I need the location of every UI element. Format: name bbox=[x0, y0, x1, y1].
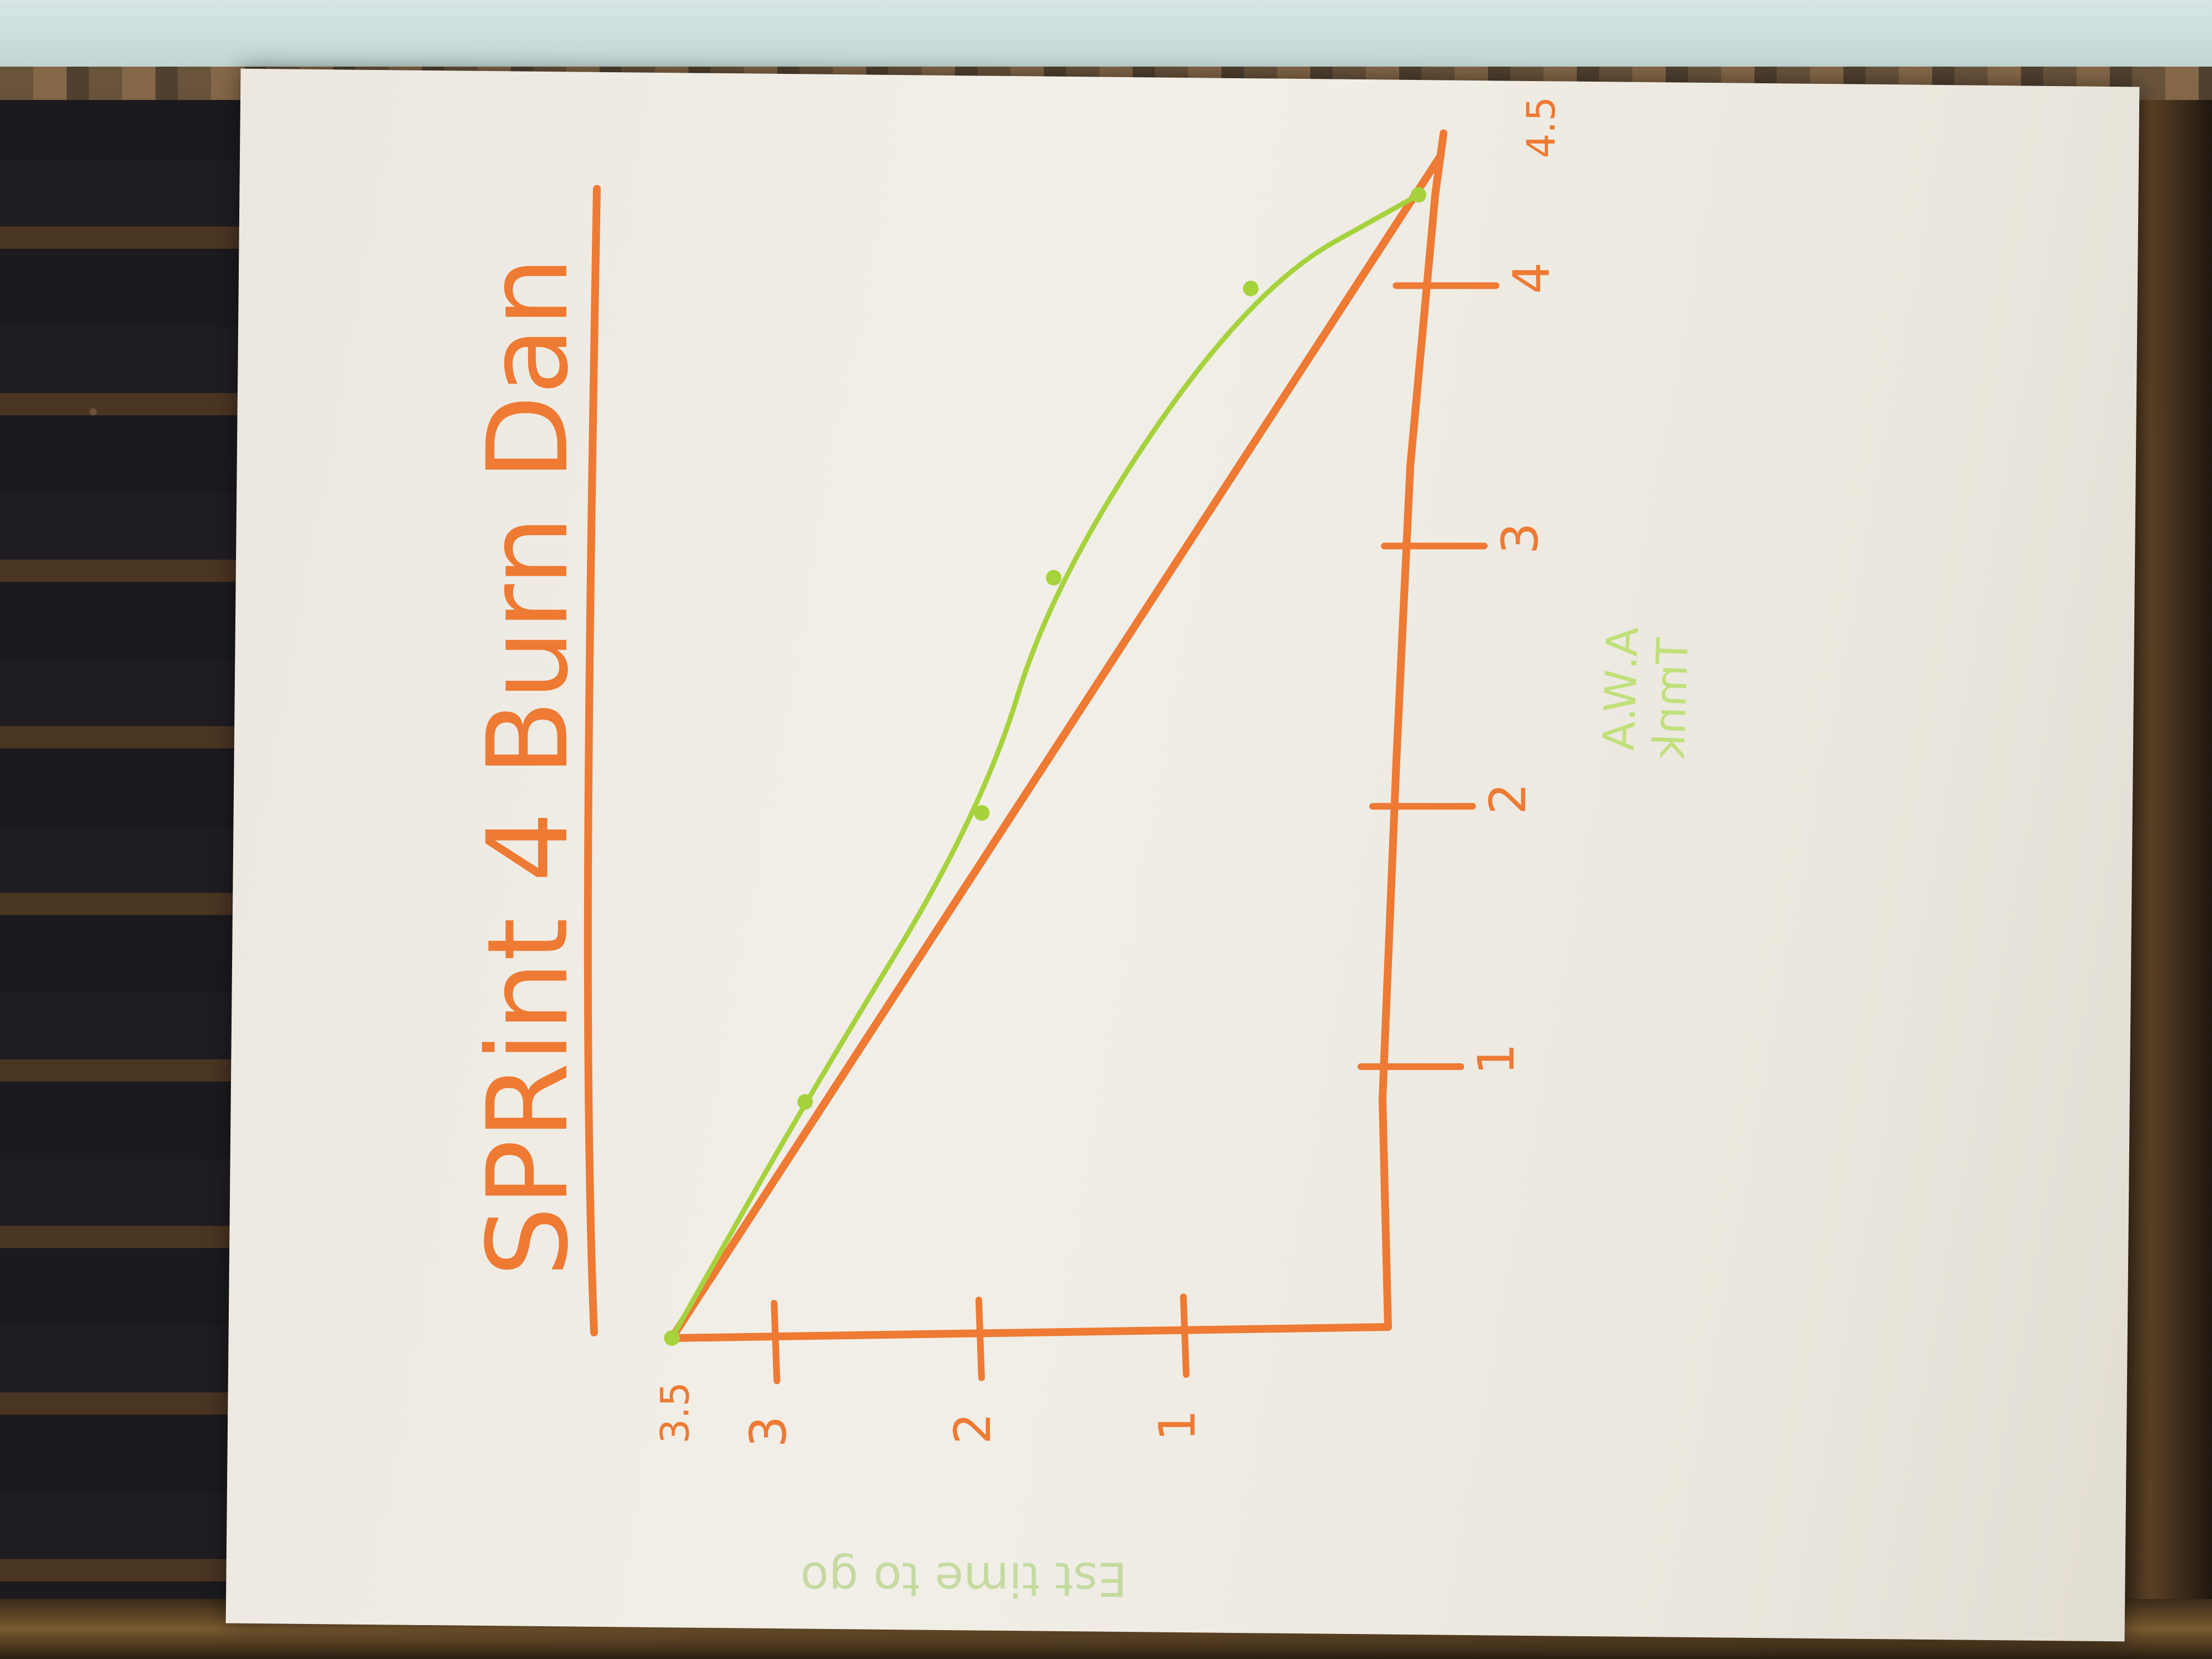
progress-point bbox=[974, 805, 990, 821]
y-tick-label: 1 bbox=[1148, 1409, 1206, 1441]
y-tick-mark bbox=[771, 1300, 781, 1385]
note-awa: A.W.A bbox=[1594, 626, 1648, 752]
x-end-label: 4.5 bbox=[1519, 97, 1564, 158]
note-tmnk: Tmnk bbox=[1644, 637, 1698, 760]
y-tick-mark bbox=[1180, 1293, 1190, 1378]
progress-point bbox=[1243, 280, 1259, 296]
note-est-time: Est time to go bbox=[800, 1552, 1127, 1606]
x-tick-label: 2 bbox=[1479, 783, 1537, 815]
progress-point bbox=[664, 1330, 680, 1346]
y-end-label: 3.5 bbox=[652, 1382, 698, 1444]
x-tick-label: 3 bbox=[1491, 522, 1549, 554]
x-tick-label: 1 bbox=[1467, 1043, 1526, 1075]
x-tick-label: 4 bbox=[1502, 262, 1561, 294]
chart-title: SPRint 4 Burn Dan bbox=[464, 257, 593, 1277]
axis-bottom bbox=[668, 1323, 1392, 1342]
progress-point bbox=[1045, 570, 1062, 586]
y-tick-label: 3 bbox=[739, 1416, 797, 1447]
ideal-burndown-line bbox=[668, 152, 1445, 1342]
y-tick-mark bbox=[975, 1296, 985, 1381]
progress-point bbox=[1410, 187, 1426, 203]
y-tick-label: 2 bbox=[944, 1412, 1002, 1444]
axis-right bbox=[1378, 129, 1447, 1331]
progress-point bbox=[797, 1094, 813, 1110]
title-underline bbox=[584, 185, 601, 1336]
actual-progress-line bbox=[669, 192, 1421, 1341]
